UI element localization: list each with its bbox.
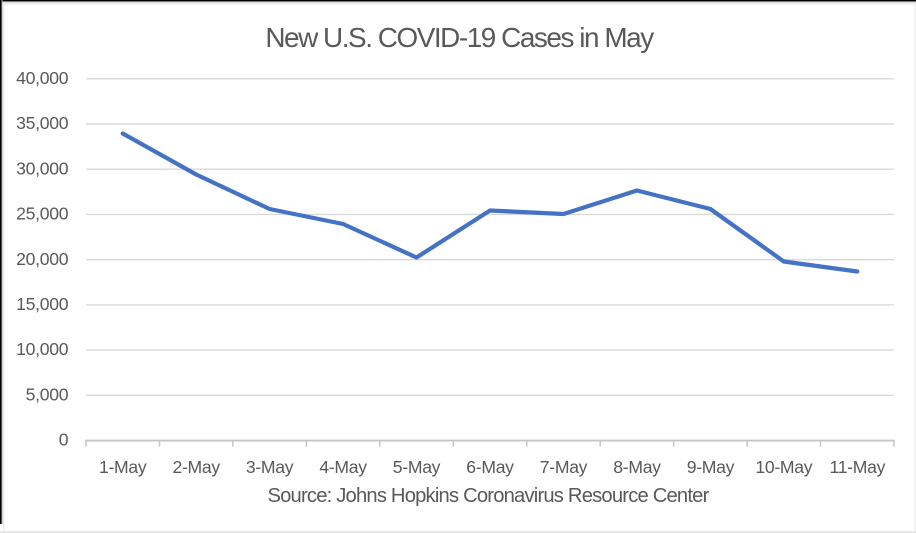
svg-text:1-May: 1-May (99, 457, 147, 477)
svg-text:10,000: 10,000 (16, 339, 69, 359)
svg-text:3-May: 3-May (246, 457, 294, 477)
svg-text:40,000: 40,000 (16, 68, 69, 88)
svg-text:10-May: 10-May (755, 457, 812, 477)
svg-text:9-May: 9-May (687, 457, 735, 477)
svg-text:6-May: 6-May (466, 457, 514, 477)
svg-text:35,000: 35,000 (16, 113, 69, 133)
svg-text:Source: Johns Hopkins Coronavi: Source: Johns Hopkins Coronavirus Resour… (267, 485, 709, 507)
svg-text:11-May: 11-May (830, 457, 886, 477)
svg-text:5-May: 5-May (393, 457, 441, 477)
svg-text:25,000: 25,000 (16, 204, 69, 224)
svg-text:30,000: 30,000 (16, 158, 69, 178)
svg-text:2-May: 2-May (173, 457, 221, 477)
svg-text:20,000: 20,000 (16, 249, 69, 269)
svg-text:0: 0 (59, 430, 69, 450)
svg-text:7-May: 7-May (540, 457, 588, 477)
svg-text:4-May: 4-May (319, 457, 367, 477)
svg-text:5,000: 5,000 (26, 384, 69, 404)
svg-text:New U.S. COVID-19 Cases in May: New U.S. COVID-19 Cases in May (265, 22, 654, 53)
svg-text:8-May: 8-May (613, 457, 661, 477)
svg-text:15,000: 15,000 (16, 294, 69, 314)
